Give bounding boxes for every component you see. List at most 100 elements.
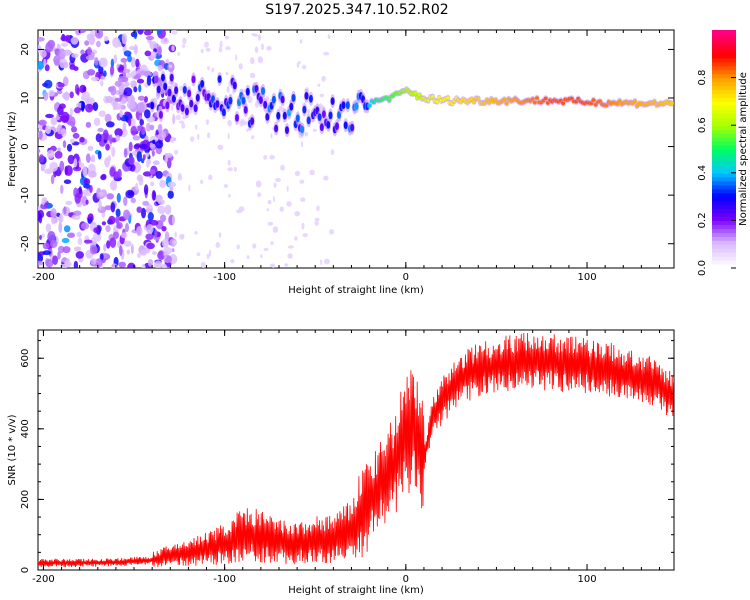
spectrogram-blob <box>60 263 69 268</box>
spectrogram-blob <box>126 72 132 78</box>
spectrogram-trace-cell <box>430 94 435 99</box>
spectrogram-blob <box>57 82 65 88</box>
spectrogram-blob <box>302 233 308 238</box>
spectrogram-blob <box>172 113 176 125</box>
colorbar-tick-label: 0.6 <box>697 117 708 133</box>
spectrogram-blob <box>84 40 90 46</box>
spectrogram-trace-cell <box>532 100 537 105</box>
spectrogram-blob <box>100 75 106 80</box>
spectrogram-blob <box>182 37 187 45</box>
spectrogram-blob <box>80 49 85 55</box>
spectrogram-blob <box>178 172 182 179</box>
spectrogram-blob <box>60 111 70 123</box>
spectrogram-blob <box>195 124 198 130</box>
spectrogram-blob <box>328 229 335 235</box>
spectrogram-blob <box>142 200 150 206</box>
spectrogram-blob <box>228 193 231 198</box>
snr-y-tick-label: 400 <box>20 419 31 438</box>
spectrogram-blob <box>45 258 54 268</box>
spectrogram-blob <box>145 35 155 41</box>
colorbar-segment <box>712 101 736 106</box>
spectrogram-trace-cell <box>245 87 250 96</box>
spectrogram-blob <box>137 95 145 101</box>
spectrogram-blob <box>59 160 65 172</box>
spectrogram-blob <box>123 87 133 97</box>
spectrogram-blob <box>132 135 141 141</box>
spectrogram-blob <box>50 208 57 219</box>
spectrogram-blob <box>300 197 306 202</box>
spectrogram-blob <box>224 35 230 40</box>
spectrogram-trace-cell <box>535 96 539 100</box>
spectrogram-trace-cell <box>263 100 268 109</box>
spectrogram-blob <box>157 46 162 56</box>
spectrogram-blob <box>88 170 97 178</box>
spectrogram-blob <box>323 175 329 181</box>
spectrogram-blob <box>159 179 167 188</box>
spectrogram-blob <box>165 255 172 263</box>
spectrogram-blob <box>279 105 282 111</box>
colorbar-segment <box>712 65 736 71</box>
snr-y-axis-label: SNR (10 * v/v) <box>7 414 18 485</box>
spectrogram-blob <box>123 68 131 74</box>
colorbar-segment <box>712 121 736 126</box>
spectrogram-blob <box>38 154 45 163</box>
snr-series-line <box>38 332 674 568</box>
spectrogram-blob <box>161 263 167 268</box>
colorbar-segment <box>712 160 736 166</box>
spectrogram-blob <box>42 242 50 250</box>
spectrogram-blob <box>93 227 100 234</box>
spectrogram-x-tick-label: -100 <box>213 272 236 283</box>
spectrogram-blob <box>95 258 103 268</box>
colorbar-segment <box>712 220 736 225</box>
spectrogram-blob <box>270 133 273 139</box>
spectrogram-blob <box>170 138 175 143</box>
spectrogram-trace-cell <box>215 100 220 108</box>
spectrogram-marks <box>38 30 674 268</box>
spectrogram-blob <box>96 40 101 48</box>
colorbar-segment <box>712 156 736 162</box>
spectrogram-blob <box>90 258 97 265</box>
spectrogram-blob <box>41 197 46 206</box>
spectrogram-blob <box>95 133 102 143</box>
spectrogram-blob <box>299 179 305 184</box>
colorbar-segment <box>712 93 736 99</box>
colorbar-segment <box>712 45 736 51</box>
spectrogram-blob <box>110 65 115 76</box>
spectrogram-trace-cell <box>271 95 276 104</box>
spectrogram-blob <box>312 128 317 132</box>
spectrogram-blob <box>219 40 223 48</box>
colorbar-segment <box>712 61 736 67</box>
spectrogram-trace-cell <box>295 114 300 123</box>
spectrogram-y-tick-label: -10 <box>20 187 31 203</box>
spectrogram-blob <box>89 185 93 193</box>
spectrogram-blob <box>38 60 45 70</box>
spectrogram-blob <box>43 58 47 67</box>
spectrogram-blob <box>135 73 141 79</box>
spectrogram-blob <box>45 125 52 134</box>
colorbar-segment <box>712 252 736 257</box>
spectrogram-blob <box>80 53 89 63</box>
spectrogram-blob <box>118 76 127 83</box>
spectrogram-blob <box>157 123 163 134</box>
spectrogram-blob <box>272 226 279 233</box>
spectrogram-y-tick-label: 20 <box>20 43 31 56</box>
spectrogram-y-tick-label: -20 <box>20 236 31 252</box>
spectrogram-trace-cell <box>187 89 192 98</box>
spectrogram-trace-cell <box>163 82 168 91</box>
spectrogram-blob <box>172 240 177 245</box>
spectrogram-blob <box>140 249 147 256</box>
spectrogram-blob <box>104 113 112 123</box>
colorbar-segment <box>712 184 736 190</box>
spectrogram-blob <box>279 206 284 212</box>
spectrogram-trace-cell <box>158 111 163 119</box>
spectrogram-blob <box>321 75 326 82</box>
spectrogram-blob <box>70 36 79 45</box>
spectrogram-trace-cell <box>326 121 331 129</box>
spectrogram-blob <box>218 232 222 238</box>
colorbar-segment <box>712 204 736 210</box>
spectrogram-blob <box>143 96 148 103</box>
spectrogram-blob <box>208 174 213 180</box>
spectrogram-blob <box>79 136 85 143</box>
